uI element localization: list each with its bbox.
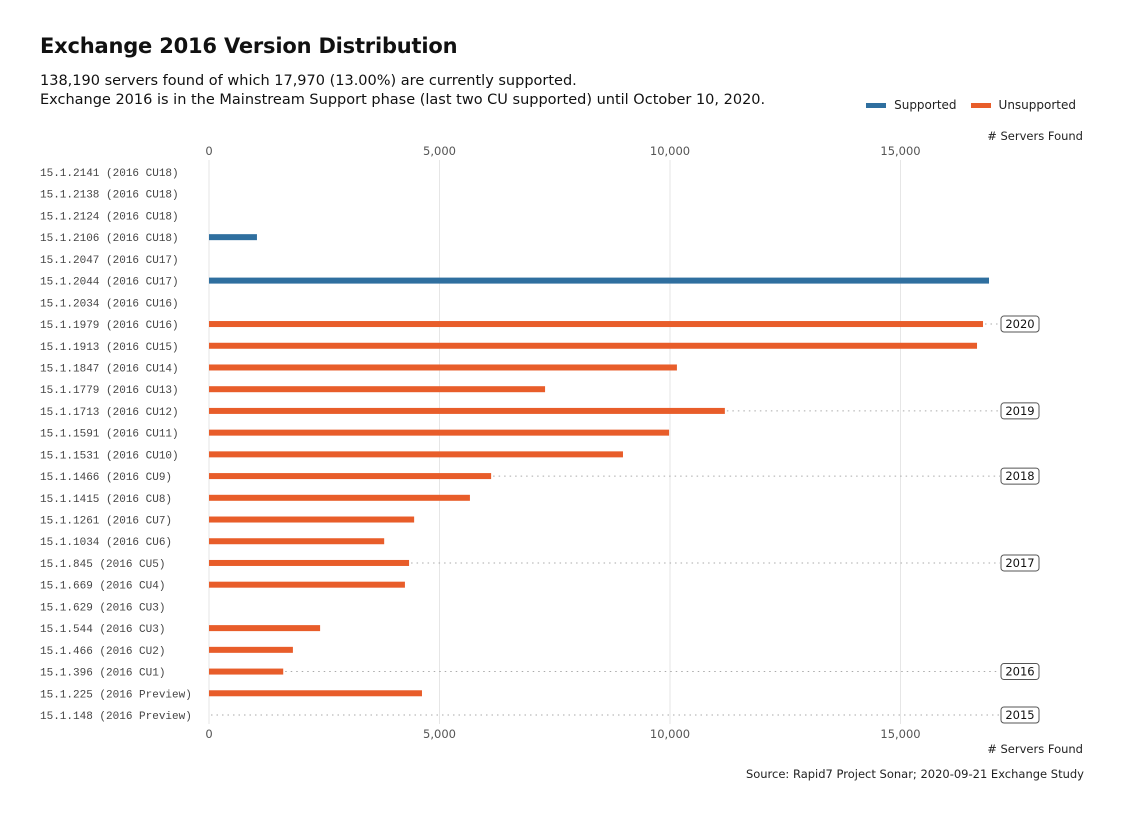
year-label: 2018 xyxy=(1005,469,1034,483)
tick-labels: 0 0 5,000 5,000 10,000 10,000 15,000 15,000 xyxy=(205,144,920,741)
category-label: 15.1.2044 (2016 CU17) xyxy=(40,277,179,289)
year-annotations: 2020 2019 2018 2017 2016 2015 xyxy=(1000,315,1040,724)
category-label: 15.1.148 (2016 Preview) xyxy=(40,711,192,723)
category-label: 15.1.2047 (2016 CU17) xyxy=(40,255,179,267)
category-label: 15.1.669 (2016 CU4) xyxy=(40,581,165,593)
x-axis-title-top: # Servers Found xyxy=(987,129,1083,143)
category-label: 15.1.1979 (2016 CU16) xyxy=(40,320,179,332)
x-axis-title-bottom: # Servers Found xyxy=(987,742,1083,756)
bar-supported xyxy=(209,234,257,241)
year-label: 2015 xyxy=(1005,708,1034,722)
legend-swatch-unsupported xyxy=(970,102,991,108)
year-label: 2016 xyxy=(1005,665,1034,679)
x-tick-label-top: 15,000 xyxy=(880,144,920,158)
bar-unsupported xyxy=(209,321,984,328)
category-label: 15.1.2124 (2016 CU18) xyxy=(40,211,179,223)
year-label: 2017 xyxy=(1005,556,1034,570)
category-label: 15.1.1591 (2016 CU11) xyxy=(40,429,179,441)
category-label: 15.1.2141 (2016 CU18) xyxy=(40,168,179,180)
category-labels: 15.1.2141 (2016 CU18) 15.1.2138 (2016 CU1… xyxy=(40,168,192,723)
category-label: 15.1.2106 (2016 CU18) xyxy=(40,233,179,245)
bar-unsupported xyxy=(209,690,422,697)
x-tick-label-bottom: 5,000 xyxy=(423,727,456,741)
bar-supported xyxy=(209,277,990,284)
year-label: 2019 xyxy=(1005,404,1034,418)
x-tick-label-bottom: 10,000 xyxy=(650,727,690,741)
legend: Supported Unsupported xyxy=(860,98,1076,112)
chart-subtitle: 138,190 servers found of which 17,970 (1… xyxy=(40,72,765,110)
source-note: Source: Rapid7 Project Sonar; 2020-09-21… xyxy=(745,767,1084,781)
legend-item-supported: Supported xyxy=(866,98,957,112)
category-label: 15.1.466 (2016 CU2) xyxy=(40,646,165,658)
category-label: 15.1.2034 (2016 CU16) xyxy=(40,298,179,310)
year-label-box xyxy=(1000,706,1040,724)
year-label-box xyxy=(1000,402,1040,420)
category-label: 15.1.1034 (2016 CU6) xyxy=(40,537,172,549)
year-guide-lines xyxy=(211,323,1000,716)
category-label: 15.1.1847 (2016 CU14) xyxy=(40,363,179,375)
year-label-box xyxy=(1000,467,1040,485)
category-label: 15.1.1531 (2016 CU10) xyxy=(40,450,179,462)
subtitle-line-2: Exchange 2016 is in the Mainstream Suppo… xyxy=(40,92,766,108)
bar-unsupported xyxy=(209,581,405,588)
bar-unsupported xyxy=(209,538,385,545)
bar-unsupported xyxy=(209,668,284,675)
legend-label-supported: Supported xyxy=(894,98,957,112)
legend-swatch-supported xyxy=(866,102,887,108)
category-label: 15.1.1913 (2016 CU15) xyxy=(40,342,179,354)
x-tick-label-top: 5,000 xyxy=(423,144,456,158)
subtitle-line-1: 138,190 servers found of which 17,970 (1… xyxy=(40,73,577,89)
year-label-box xyxy=(1000,315,1040,333)
category-label: 15.1.1713 (2016 CU12) xyxy=(40,407,179,419)
x-tick-label-bottom: 0 xyxy=(205,727,212,741)
category-label: 15.1.1415 (2016 CU8) xyxy=(40,494,172,506)
category-label: 15.1.1779 (2016 CU13) xyxy=(40,385,179,397)
category-label: 15.1.845 (2016 CU5) xyxy=(40,559,165,571)
category-label: 15.1.225 (2016 Preview) xyxy=(40,689,192,701)
bars xyxy=(209,234,990,697)
bar-unsupported xyxy=(209,386,546,393)
category-label: 15.1.396 (2016 CU1) xyxy=(40,668,165,680)
bar-unsupported xyxy=(209,625,321,632)
x-tick-label-top: 0 xyxy=(205,144,212,158)
bar-unsupported xyxy=(209,559,410,566)
year-label-box xyxy=(1000,554,1040,572)
year-label-box xyxy=(1000,663,1040,681)
year-label: 2020 xyxy=(1005,317,1034,331)
bar-unsupported xyxy=(209,429,670,436)
legend-label-unsupported: Unsupported xyxy=(998,98,1076,112)
category-label: 15.1.2138 (2016 CU18) xyxy=(40,190,179,202)
x-tick-label-bottom: 15,000 xyxy=(880,727,920,741)
bar-unsupported xyxy=(209,473,492,480)
bar-unsupported xyxy=(209,364,677,371)
x-tick-label-top: 10,000 xyxy=(650,144,690,158)
bar-unsupported xyxy=(209,407,725,414)
bar-unsupported xyxy=(209,646,293,653)
bar-unsupported xyxy=(209,516,415,523)
bar-unsupported xyxy=(209,342,978,349)
chart-title: Exchange 2016 Version Distribution xyxy=(40,34,458,58)
bar-unsupported xyxy=(209,494,470,501)
category-label: 15.1.1466 (2016 CU9) xyxy=(40,472,172,484)
category-label: 15.1.1261 (2016 CU7) xyxy=(40,516,172,528)
category-label: 15.1.629 (2016 CU3) xyxy=(40,602,165,614)
gridlines xyxy=(208,160,901,724)
category-label: 15.1.544 (2016 CU3) xyxy=(40,624,165,636)
bar-unsupported xyxy=(209,451,623,458)
legend-item-unsupported: Unsupported xyxy=(970,98,1076,112)
